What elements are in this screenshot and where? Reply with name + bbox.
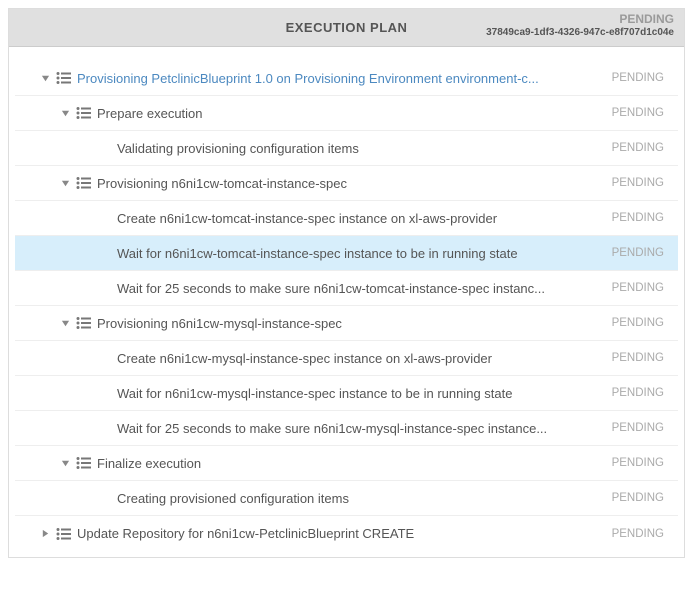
panel-header: EXECUTION PLAN PENDING 37849ca9-1df3-432… [9, 9, 684, 47]
status-badge: PENDING [600, 528, 678, 540]
tree-row: Create n6ni1cw-tomcat-instance-spec inst… [15, 201, 678, 236]
status-badge: PENDING [600, 492, 678, 504]
chevron-down-icon[interactable] [59, 179, 71, 188]
status-badge: PENDING [600, 142, 678, 154]
tree-row-label: Creating provisioned configuration items [117, 491, 600, 506]
tree-row[interactable]: Provisioning n6ni1cw-tomcat-instance-spe… [15, 166, 678, 201]
tree-row-label: Create n6ni1cw-mysql-instance-spec insta… [117, 351, 600, 366]
tree-row-label: Provisioning n6ni1cw-tomcat-instance-spe… [97, 176, 600, 191]
tree-row: Create n6ni1cw-mysql-instance-spec insta… [15, 341, 678, 376]
tree-row-label: Validating provisioning configuration it… [117, 141, 600, 156]
tree-row[interactable]: Provisioning n6ni1cw-mysql-instance-spec… [15, 306, 678, 341]
tree-row[interactable]: Provisioning PetclinicBlueprint 1.0 on P… [15, 61, 678, 96]
tree-row: Validating provisioning configuration it… [15, 131, 678, 166]
status-badge: PENDING [600, 107, 678, 119]
tree-row[interactable]: Update Repository for n6ni1cw-PetclinicB… [15, 516, 678, 551]
list-icon [73, 316, 95, 330]
tree-row: Wait for n6ni1cw-tomcat-instance-spec in… [15, 236, 678, 271]
tree-row-label: Wait for 25 seconds to make sure n6ni1cw… [117, 421, 600, 436]
status-badge: PENDING [600, 212, 678, 224]
header-status: PENDING [486, 13, 674, 27]
tree-row-label: Provisioning n6ni1cw-mysql-instance-spec [97, 316, 600, 331]
panel-title: EXECUTION PLAN [286, 20, 408, 35]
status-badge: PENDING [600, 282, 678, 294]
status-badge: PENDING [600, 177, 678, 189]
tree-row: Wait for n6ni1cw-mysql-instance-spec ins… [15, 376, 678, 411]
list-icon [53, 527, 75, 541]
tree-row-label: Finalize execution [97, 456, 600, 471]
list-icon [53, 71, 75, 85]
tree-row-label: Update Repository for n6ni1cw-PetclinicB… [77, 526, 600, 541]
status-badge: PENDING [600, 352, 678, 364]
tree-row[interactable]: Prepare executionPENDING [15, 96, 678, 131]
status-badge: PENDING [600, 72, 678, 84]
tree-row-label: Wait for n6ni1cw-tomcat-instance-spec in… [117, 246, 600, 261]
chevron-down-icon[interactable] [59, 319, 71, 328]
tree-row-label: Wait for n6ni1cw-mysql-instance-spec ins… [117, 386, 600, 401]
header-right: PENDING 37849ca9-1df3-4326-947c-e8f707d1… [486, 13, 674, 38]
chevron-right-icon[interactable] [39, 529, 51, 538]
status-badge: PENDING [600, 387, 678, 399]
list-icon [73, 106, 95, 120]
header-id: 37849ca9-1df3-4326-947c-e8f707d1c04e [486, 27, 674, 39]
status-badge: PENDING [600, 422, 678, 434]
tree-row-label: Wait for 25 seconds to make sure n6ni1cw… [117, 281, 600, 296]
tree-row: Creating provisioned configuration items… [15, 481, 678, 516]
tree-row: Wait for 25 seconds to make sure n6ni1cw… [15, 411, 678, 446]
tree-row-label: Create n6ni1cw-tomcat-instance-spec inst… [117, 211, 600, 226]
chevron-down-icon[interactable] [59, 109, 71, 118]
status-badge: PENDING [600, 247, 678, 259]
list-icon [73, 456, 95, 470]
chevron-down-icon[interactable] [59, 459, 71, 468]
tree-row-label: Prepare execution [97, 106, 600, 121]
execution-tree: Provisioning PetclinicBlueprint 1.0 on P… [9, 47, 684, 557]
chevron-down-icon[interactable] [39, 74, 51, 83]
tree-row-label[interactable]: Provisioning PetclinicBlueprint 1.0 on P… [77, 71, 600, 86]
status-badge: PENDING [600, 317, 678, 329]
list-icon [73, 176, 95, 190]
tree-row[interactable]: Finalize executionPENDING [15, 446, 678, 481]
status-badge: PENDING [600, 457, 678, 469]
execution-plan-panel: EXECUTION PLAN PENDING 37849ca9-1df3-432… [8, 8, 685, 558]
tree-row: Wait for 25 seconds to make sure n6ni1cw… [15, 271, 678, 306]
